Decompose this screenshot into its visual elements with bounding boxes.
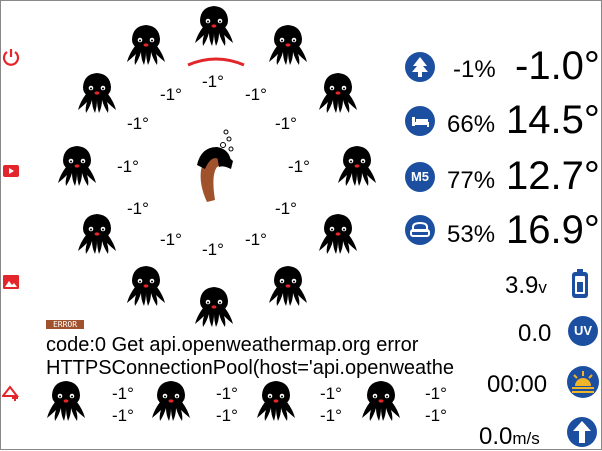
ice-bucket-challenge-icon	[197, 129, 234, 202]
sunrise-time: 00:00	[487, 371, 548, 398]
squid-icon	[126, 24, 166, 66]
squid-icon	[194, 5, 234, 47]
error-line-2: HTTPSConnectionPool(host='api.openweathe	[46, 357, 454, 379]
ring-label: -1°	[127, 114, 149, 133]
squid-icon	[268, 265, 308, 307]
ring-label: -1°	[288, 157, 310, 176]
sensor-temp: 16.9°	[506, 208, 600, 252]
play-icon[interactable]	[2, 162, 20, 180]
squid-icon	[268, 24, 308, 66]
sensor-temp: -1.0°	[515, 44, 600, 88]
squid-icon	[57, 145, 97, 187]
bottom-label: -1°	[216, 406, 238, 425]
bottom-label: -1°	[320, 384, 342, 403]
error-badge: ERROR	[46, 320, 84, 329]
squid-icon	[77, 213, 117, 255]
ring-label: -1°	[160, 85, 182, 104]
ring-label: -1°	[117, 157, 139, 176]
sensor-temp: 12.7°	[506, 154, 600, 198]
squid-icon	[126, 265, 166, 307]
add-location-icon[interactable]	[2, 384, 20, 402]
ring-label: -1°	[245, 230, 267, 249]
squid-icon	[337, 145, 377, 187]
ring-label: -1°	[202, 240, 224, 259]
ring-label: -1°	[127, 199, 149, 218]
uv-icon: UV	[568, 316, 598, 346]
sensor-temp: 14.5°	[506, 98, 600, 142]
sensor-humidity: -1%	[453, 56, 496, 83]
sensor-humidity: 53%	[447, 221, 496, 248]
uv-value: 0.0	[518, 320, 552, 347]
tree-icon	[405, 52, 435, 82]
ring-label: -1°	[160, 230, 182, 249]
squid-icon	[318, 72, 358, 114]
red-arc	[187, 57, 245, 67]
bed-icon	[405, 106, 435, 136]
bottom-label: -1°	[425, 384, 447, 403]
bottom-label: -1°	[216, 384, 238, 403]
wind-direction-icon	[567, 417, 597, 447]
squid-icon	[256, 380, 296, 422]
squid-icon	[46, 380, 86, 422]
sofa-icon	[405, 215, 435, 245]
ring-label: -1°	[202, 72, 224, 91]
ring-label: -1°	[245, 85, 267, 104]
sunrise-icon	[567, 366, 599, 398]
error-line-1: code:0 Get api.openweathermap.org error	[46, 334, 419, 356]
m5-icon: M5	[405, 162, 435, 192]
squid-icon	[361, 380, 401, 422]
squid-icon	[194, 286, 234, 328]
squid-icon	[318, 213, 358, 255]
bottom-label: -1°	[112, 406, 134, 425]
power-icon[interactable]	[2, 48, 20, 66]
sensor-humidity: 66%	[447, 111, 496, 138]
sensor-humidity: 77%	[447, 167, 496, 194]
squid-icon	[151, 380, 191, 422]
image-icon[interactable]	[2, 273, 20, 291]
squid-icon	[77, 72, 117, 114]
ring-label: -1°	[275, 199, 297, 218]
bottom-label: -1°	[425, 406, 447, 425]
bottom-label: -1°	[320, 406, 342, 425]
bottom-label: -1°	[112, 384, 134, 403]
wind-speed: 0.0m/s	[479, 423, 540, 450]
battery-icon	[572, 269, 588, 298]
battery-voltage: 3.9v	[505, 272, 547, 299]
ring-label: -1°	[275, 114, 297, 133]
